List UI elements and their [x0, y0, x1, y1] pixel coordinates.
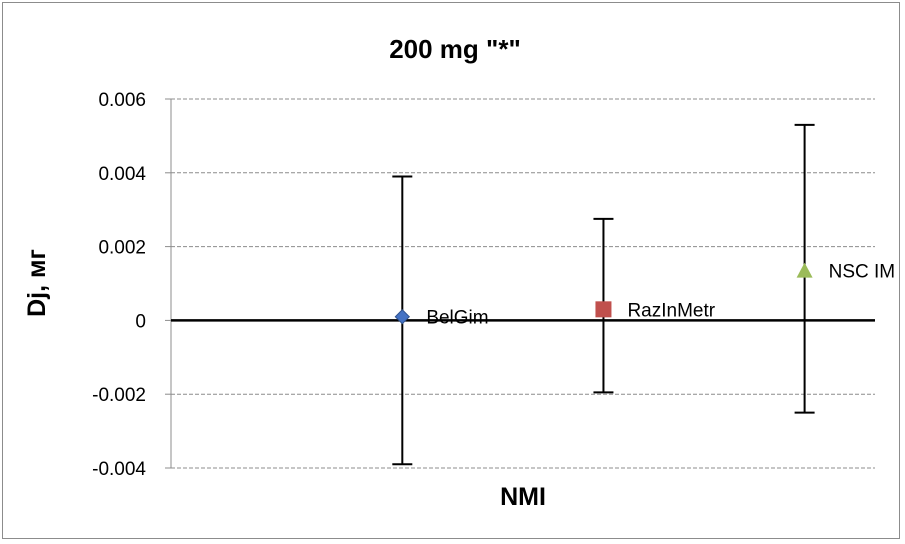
gridlines — [171, 98, 875, 469]
point-label: RazInMetr — [627, 300, 715, 321]
marker-diamond — [394, 309, 411, 325]
y-tick-label: 0 — [135, 311, 146, 332]
data-points: BelGim RazInMetr NSC IM — [392, 123, 896, 466]
chart-frame — [2, 2, 900, 539]
point-group: RazInMetr — [593, 217, 716, 394]
y-tick-label: 0.006 — [98, 90, 146, 111]
y-tick-label: 0.004 — [98, 164, 146, 185]
y-tick-labels: 0.006 0.004 0.002 0 -0.002 -0.004 — [92, 90, 146, 480]
chart-title: 200 mg "*" — [389, 34, 521, 64]
point-group: NSC IM — [794, 123, 896, 414]
x-axis-label: NMI — [500, 483, 546, 511]
y-axis-label: Dj, мг — [23, 249, 51, 317]
axes — [165, 98, 875, 469]
y-tick-label: 0.002 — [98, 238, 146, 259]
y-tick-label: -0.002 — [92, 385, 146, 406]
y-tick-label: -0.004 — [92, 459, 146, 480]
point-label: BelGim — [426, 308, 488, 329]
marker-square — [595, 301, 612, 318]
marker-triangle — [796, 262, 813, 278]
point-label: NSC IM — [829, 262, 896, 283]
point-group: BelGim — [392, 175, 489, 466]
